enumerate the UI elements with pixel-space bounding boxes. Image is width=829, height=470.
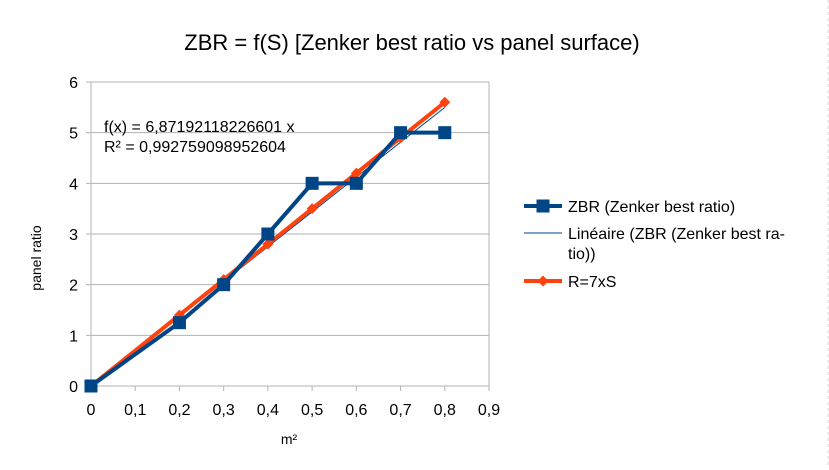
x-tick-label: 0,7 [389, 402, 411, 419]
x-tick-label: 0,4 [257, 402, 279, 419]
axis-layer: 0 1 2 3 4 5 6 0 0,1 0,2 0,3 0,4 0,5 0,6 0,7 0,8 0,9 [69, 75, 500, 419]
series-zbr-point [261, 227, 275, 241]
series-zbr-point [172, 316, 186, 330]
regression-annotation: f(x) = 6,87192118226601 x [104, 119, 295, 136]
y-tick-label: 4 [69, 176, 78, 193]
x-tick-label: 0,3 [213, 402, 235, 419]
legend-zbr-marker [536, 199, 550, 213]
series-zbr-point [394, 126, 408, 140]
y-tick-label: 0 [69, 379, 78, 396]
legend-zbr-label: ZBR (Zenker best ratio) [568, 199, 735, 216]
chart-title: ZBR = f(S) [Zenker best ratio vs panel s… [184, 30, 639, 55]
series-layer [84, 96, 452, 393]
x-tick-label: 0,8 [434, 402, 456, 419]
x-tick-label: 0,1 [124, 402, 146, 419]
series-zbr-point [84, 379, 98, 393]
y-tick-label: 1 [69, 328, 78, 345]
legend-trend-label: Linéaire (ZBR (Zenker best ra- [568, 226, 785, 243]
x-tick-label: 0,9 [478, 402, 500, 419]
series-zbr-line [89, 130, 445, 388]
series-zbr-point [217, 278, 231, 292]
y-axis-title: panel ratio [28, 225, 44, 291]
series-r7xs-point [262, 238, 274, 250]
series-zbr-point [305, 176, 319, 190]
y-tick-label: 3 [69, 227, 78, 244]
grid-layer [91, 81, 489, 336]
y-tick-label: 6 [69, 75, 78, 92]
legend-r7xs-label: R=7xS [568, 274, 616, 291]
series-zbr-point [438, 126, 452, 140]
x-tick-label: 0,6 [345, 402, 367, 419]
series-zbr-point [349, 176, 363, 190]
legend: ZBR (Zenker best ratio) Linéaire (ZBR (Ze… [524, 199, 785, 291]
annotation-layer: f(x) = 6,87192118226601 x R² = 0,99275909… [104, 119, 295, 156]
x-tick-label: 0,2 [168, 402, 190, 419]
x-tick-label: 0 [87, 402, 96, 419]
series-r7xs-point [439, 96, 451, 108]
y-tick-label: 5 [69, 126, 78, 143]
x-axis-title: m² [281, 431, 298, 447]
x-tick-label: 0,5 [301, 402, 323, 419]
legend-trend-label: tio)) [568, 246, 596, 263]
y-tick-label: 2 [69, 278, 78, 295]
regression-annotation: R² = 0,992759098952604 [104, 139, 286, 156]
series-r7xs-point [306, 203, 318, 215]
legend-r7xs-marker [537, 275, 549, 287]
series-r7xs-point [350, 167, 362, 179]
